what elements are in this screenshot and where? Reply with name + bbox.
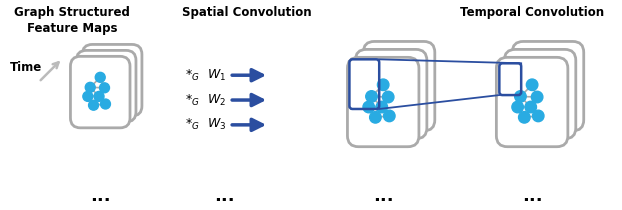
Circle shape: [95, 72, 105, 82]
Text: ...: ...: [522, 187, 542, 205]
FancyBboxPatch shape: [70, 56, 130, 128]
Text: Temporal Convolution: Temporal Convolution: [460, 6, 604, 19]
Circle shape: [366, 91, 378, 102]
Text: $*_{G}$  $W_{3}$: $*_{G}$ $W_{3}$: [185, 117, 226, 133]
FancyBboxPatch shape: [77, 50, 136, 122]
Circle shape: [512, 101, 523, 113]
Circle shape: [376, 101, 388, 113]
Circle shape: [101, 99, 111, 109]
Text: ...: ...: [214, 187, 234, 205]
Circle shape: [369, 112, 381, 123]
Circle shape: [383, 91, 394, 103]
Circle shape: [100, 83, 109, 93]
Text: $*_{G}$  $W_{2}$: $*_{G}$ $W_{2}$: [185, 92, 226, 108]
Text: Time: Time: [9, 61, 42, 74]
FancyBboxPatch shape: [82, 45, 142, 116]
FancyBboxPatch shape: [363, 41, 435, 131]
Text: Graph Structured
Feature Maps: Graph Structured Feature Maps: [14, 6, 131, 35]
Circle shape: [531, 91, 543, 103]
FancyBboxPatch shape: [504, 49, 576, 139]
Circle shape: [519, 112, 530, 123]
Circle shape: [363, 101, 374, 113]
Circle shape: [384, 110, 395, 122]
FancyBboxPatch shape: [348, 57, 419, 147]
Circle shape: [525, 101, 536, 113]
Circle shape: [85, 82, 95, 92]
Circle shape: [526, 79, 538, 91]
Text: $*_{G}$  $W_{1}$: $*_{G}$ $W_{1}$: [185, 68, 226, 83]
Circle shape: [83, 91, 93, 101]
FancyBboxPatch shape: [355, 49, 427, 139]
Circle shape: [378, 79, 389, 91]
Text: ...: ...: [90, 187, 111, 205]
Circle shape: [94, 91, 104, 101]
Circle shape: [514, 91, 526, 102]
Circle shape: [88, 100, 98, 110]
FancyBboxPatch shape: [513, 41, 583, 131]
FancyBboxPatch shape: [496, 57, 568, 147]
Circle shape: [532, 110, 544, 122]
Text: Spatial Convolution: Spatial Convolution: [182, 6, 312, 19]
Text: ...: ...: [373, 187, 394, 205]
